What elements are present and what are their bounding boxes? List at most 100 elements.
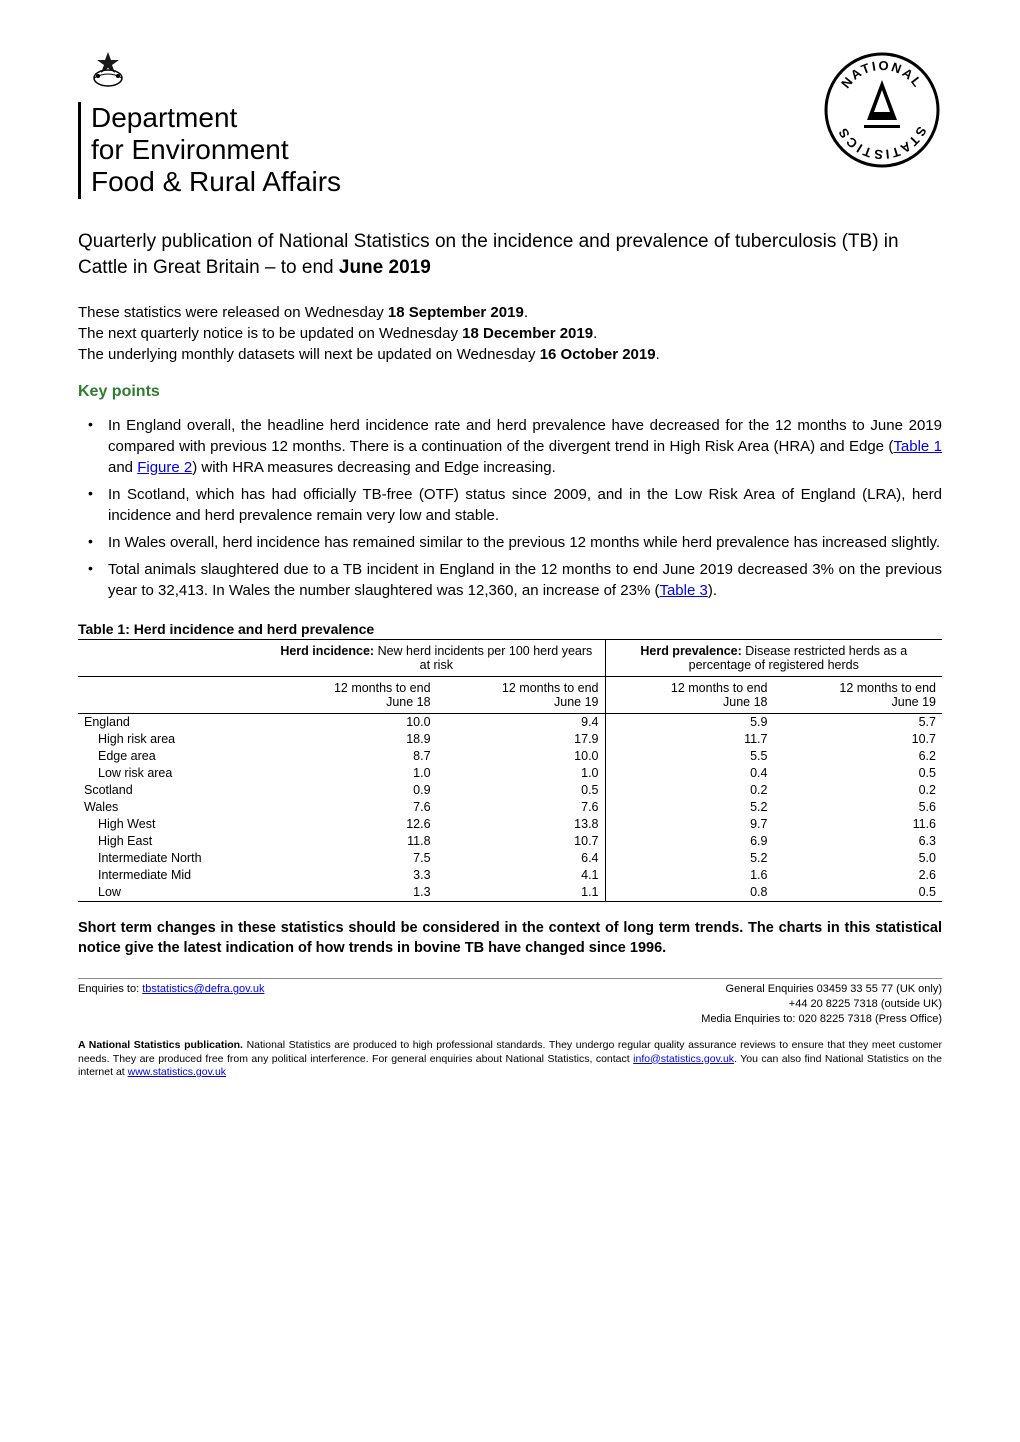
table-cell-value: 11.8 [268,833,436,850]
table-cell-value: 5.9 [605,713,773,731]
table-cell-value: 4.1 [437,867,605,884]
media-enquiries: Media Enquiries to: 020 8225 7318 (Press… [701,1012,942,1027]
key-point-link[interactable]: Table 3 [659,582,707,599]
table-cell-value: 7.6 [268,799,436,816]
table-cell-value: 5.2 [605,799,773,816]
table-1: Herd incidence: New herd incidents per 1… [78,639,942,902]
table-cell-value: 5.2 [605,850,773,867]
table-cell-value: 3.3 [268,867,436,884]
key-point-link[interactable]: Table 1 [893,438,942,455]
footer-enquiries: Enquiries to: tbstatistics@defra.gov.uk … [78,982,942,1027]
table-cell-label: High risk area [78,731,268,748]
defra-logo: Department for Environment Food & Rural … [78,50,341,199]
table-cell-value: 1.0 [268,765,436,782]
header-logos: Department for Environment Food & Rural … [78,50,942,199]
table-cell-value: 0.5 [773,765,942,782]
defra-line-3: Food & Rural Affairs [91,166,341,198]
table-cell-value: 0.2 [605,782,773,799]
table-cell-value: 8.7 [268,748,436,765]
table-1-title: Table 1: Herd incidence and herd prevale… [78,621,942,637]
footer-info-email-link[interactable]: info@statistics.gov.uk [633,1053,734,1065]
footer-note-bold: A National Statistics publication. [78,1039,243,1051]
table-row: Intermediate Mid3.34.11.62.6 [78,867,942,884]
table-cell-value: 5.7 [773,713,942,731]
table-1-body: England10.09.45.95.7High risk area18.917… [78,713,942,901]
release-line-1: These statistics were released on Wednes… [78,302,942,323]
enquiries-email-link[interactable]: tbstatistics@defra.gov.uk [142,983,264,995]
table-cell-value: 10.7 [773,731,942,748]
general-enquiries: General Enquiries 03459 33 55 77 (UK onl… [701,982,942,997]
table-cell-value: 6.9 [605,833,773,850]
table-cell-value: 5.5 [605,748,773,765]
table-subheader-col1: 12 months to end June 18 [268,676,436,713]
defra-crest-icon [86,50,341,100]
table-cell-value: 17.9 [437,731,605,748]
table-cell-value: 13.8 [437,816,605,833]
table-cell-value: 6.4 [437,850,605,867]
table-row: High West12.613.89.711.6 [78,816,942,833]
table-header-row-2: 12 months to end June 18 12 months to en… [78,676,942,713]
table-header-incidence: Herd incidence: New herd incidents per 1… [268,639,605,676]
release-line-3: The underlying monthly datasets will nex… [78,344,942,365]
table-cell-label: High West [78,816,268,833]
table-row: Edge area8.710.05.56.2 [78,748,942,765]
national-statistics-logo: NATIONAL STATISTICS [822,50,942,170]
table-row: England10.09.45.95.7 [78,713,942,731]
table-cell-value: 0.4 [605,765,773,782]
table-cell-value: 0.2 [773,782,942,799]
footer-enquiries-left: Enquiries to: tbstatistics@defra.gov.uk [78,982,264,1027]
table-subheader-col3: 12 months to end June 18 [605,676,773,713]
table-subheader-col4: 12 months to end June 19 [773,676,942,713]
table-header-prevalence: Herd prevalence: Disease restricted herd… [605,639,942,676]
table-subheader-col2: 12 months to end June 19 [437,676,605,713]
key-point-4: Total animals slaughtered due to a TB in… [108,559,942,601]
defra-line-2: for Environment [91,134,341,166]
table-row: High risk area18.917.911.710.7 [78,731,942,748]
table-cell-label: England [78,713,268,731]
table-cell-value: 5.6 [773,799,942,816]
table-cell-value: 6.2 [773,748,942,765]
footer-note: A National Statistics publication. Natio… [78,1039,942,1080]
table-cell-label: Wales [78,799,268,816]
table-subheader-blank [78,676,268,713]
table-row: Scotland0.90.50.20.2 [78,782,942,799]
table-cell-value: 0.9 [268,782,436,799]
table-cell-value: 5.0 [773,850,942,867]
table-cell-value: 2.6 [773,867,942,884]
table-cell-value: 0.5 [773,884,942,902]
table-cell-value: 0.8 [605,884,773,902]
key-point-1: In England overall, the headline herd in… [108,415,942,478]
table-cell-value: 11.7 [605,731,773,748]
table-row: Low1.31.10.80.5 [78,884,942,902]
outside-uk-phone: +44 20 8225 7318 (outside UK) [701,997,942,1012]
footer-stats-url-link[interactable]: www.statistics.gov.uk [128,1066,226,1078]
table-cell-value: 7.5 [268,850,436,867]
key-points-list: In England overall, the headline herd in… [78,415,942,601]
table-cell-value: 12.6 [268,816,436,833]
document-title: Quarterly publication of National Statis… [78,229,942,282]
table-row: Wales7.67.65.25.6 [78,799,942,816]
table-cell-value: 10.0 [268,713,436,731]
table-cell-value: 0.5 [437,782,605,799]
key-point-3: In Wales overall, herd incidence has rem… [108,532,942,553]
table-cell-value: 1.3 [268,884,436,902]
table-header-row-1: Herd incidence: New herd incidents per 1… [78,639,942,676]
footer-divider [78,978,942,979]
key-point-link[interactable]: Figure 2 [137,459,192,476]
release-line-2: The next quarterly notice is to be updat… [78,323,942,344]
table-cell-value: 9.7 [605,816,773,833]
table-cell-label: Low [78,884,268,902]
table-cell-label: Scotland [78,782,268,799]
key-point-2: In Scotland, which has had officially TB… [108,484,942,526]
footer-enquiries-right: General Enquiries 03459 33 55 77 (UK onl… [701,982,942,1027]
table-cell-value: 6.3 [773,833,942,850]
table-cell-value: 11.6 [773,816,942,833]
table-cell-value: 1.0 [437,765,605,782]
table-row: High East11.810.76.96.3 [78,833,942,850]
table-row: Low risk area1.01.00.40.5 [78,765,942,782]
table-cell-value: 9.4 [437,713,605,731]
table-cell-value: 7.6 [437,799,605,816]
table-cell-label: High East [78,833,268,850]
title-date: June 2019 [339,257,431,278]
release-info: These statistics were released on Wednes… [78,302,942,365]
